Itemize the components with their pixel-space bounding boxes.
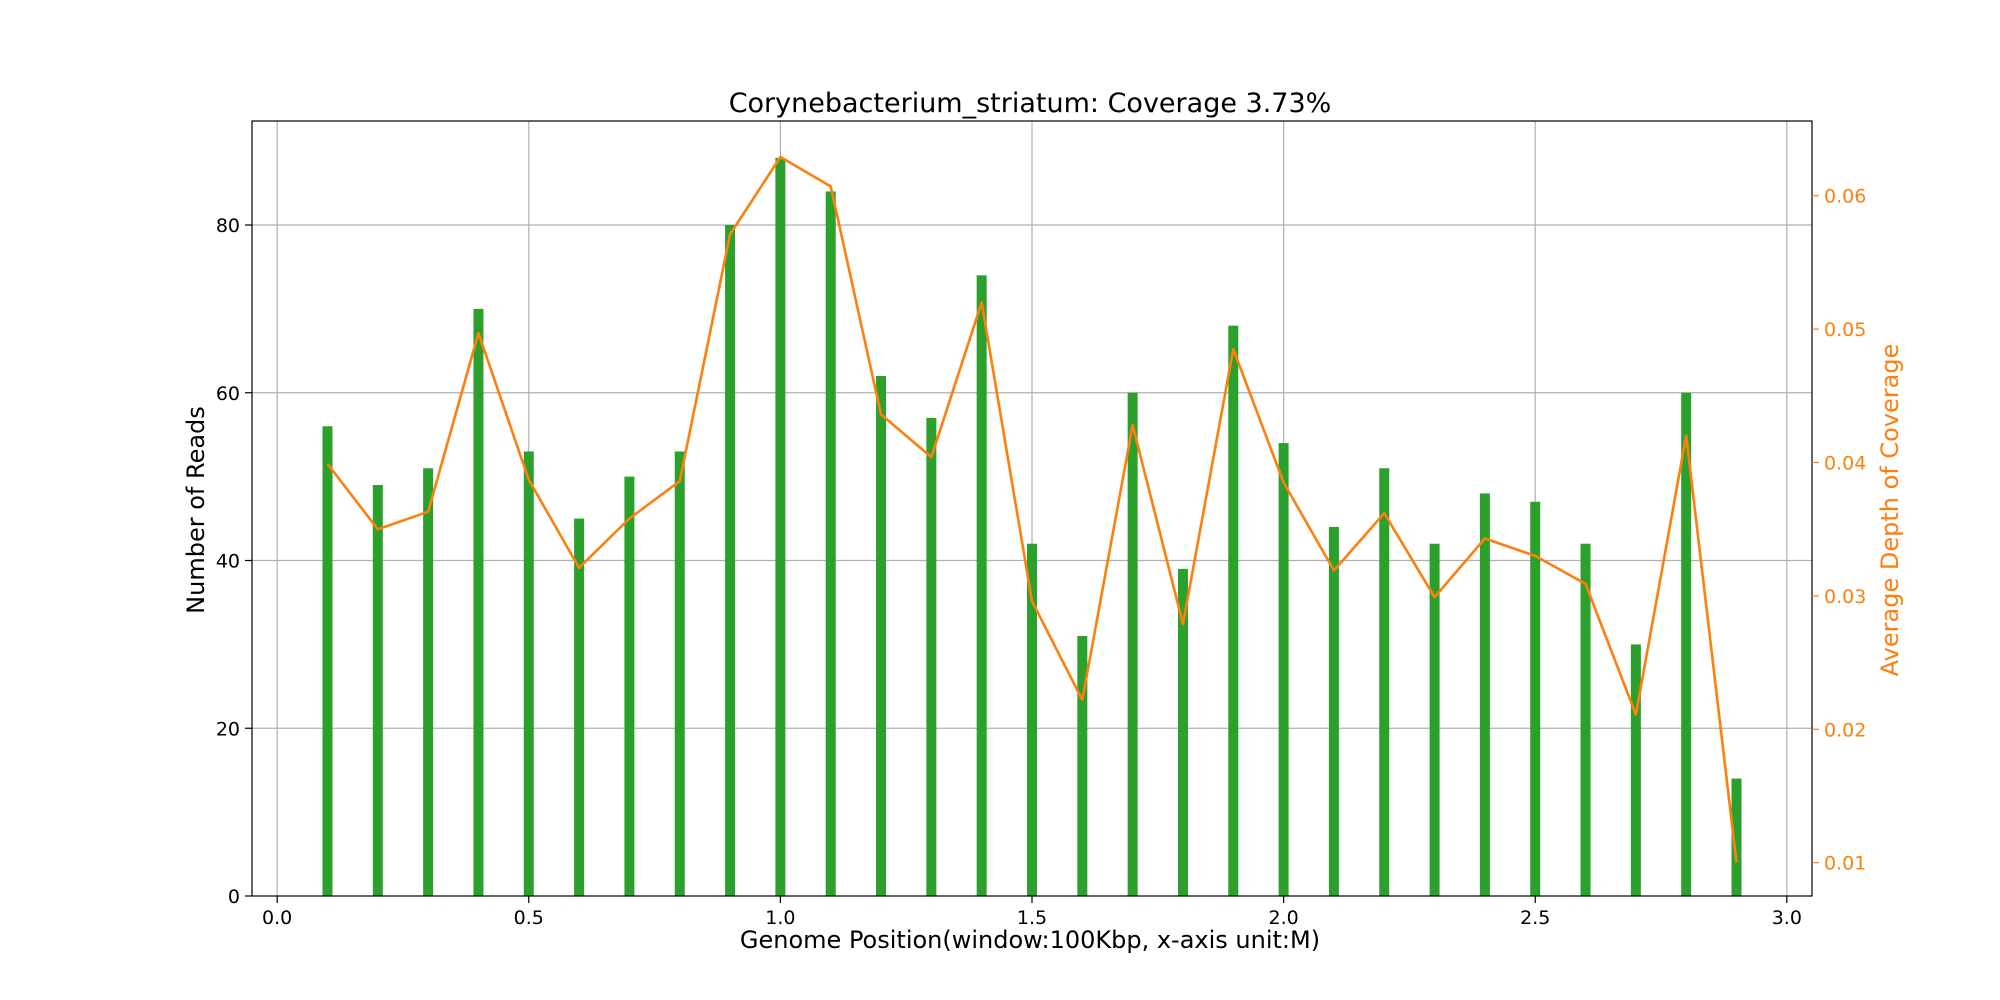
y-tick-label: 60: [216, 383, 240, 405]
reads-bar: [926, 417, 937, 896]
reads-bar: [473, 308, 484, 896]
reads-bar: [1731, 778, 1742, 896]
y2-tick-label: 0.01: [1824, 853, 1866, 875]
reads-bar: [775, 157, 786, 896]
reads-bar: [523, 451, 534, 896]
reads-bars: [322, 157, 1742, 897]
reads-bar: [322, 426, 333, 896]
y2-tick-label: 0.03: [1824, 586, 1866, 608]
x-axis-ticks: 0.0 0.5 1.0 1.5 2.0 2.5 3.0: [262, 896, 1802, 929]
x-tick-label: 3.0: [1772, 907, 1802, 929]
y-axis-label: Number of Reads: [182, 406, 210, 614]
reads-bar: [1479, 493, 1490, 896]
reads-bar: [1328, 526, 1339, 896]
reads-bar: [1177, 568, 1188, 896]
reads-bar: [423, 468, 434, 896]
reads-bar: [1530, 501, 1541, 896]
y2-tick-label: 0.05: [1824, 319, 1866, 341]
reads-bar: [725, 225, 736, 896]
y2-tick-label: 0.06: [1824, 186, 1866, 208]
y2-tick-label: 0.04: [1824, 452, 1866, 474]
reads-bar: [1429, 543, 1440, 896]
reads-bar: [674, 451, 685, 896]
y2-axis-ticks: 0.01 0.02 0.03 0.04 0.05 0.06: [1812, 186, 1866, 875]
reads-bar: [624, 476, 635, 896]
reads-bar: [372, 485, 383, 896]
reads-bar: [1127, 392, 1138, 896]
reads-bar: [1278, 443, 1289, 896]
y-tick-label: 0: [228, 886, 240, 908]
reads-bar: [574, 518, 585, 896]
reads-bar: [1379, 468, 1390, 896]
y2-axis-label: Average Depth of Coverage: [1876, 344, 1904, 677]
reads-bar: [1077, 635, 1088, 896]
x-axis-label: Genome Position(window:100Kbp, x-axis un…: [740, 926, 1320, 954]
y-tick-label: 20: [216, 718, 240, 740]
reads-bar: [1681, 392, 1692, 896]
depth-line: [326, 155, 1738, 863]
reads-bar: [1630, 644, 1641, 896]
reads-bar: [1580, 543, 1591, 896]
x-tick-label: 2.0: [1269, 907, 1299, 929]
x-tick-label: 1.5: [1017, 907, 1047, 929]
reads-bar: [876, 375, 887, 896]
x-tick-label: 2.5: [1520, 907, 1550, 929]
chart-title: Corynebacterium_striatum: Coverage 3.73%: [729, 88, 1332, 119]
y2-tick-label: 0.02: [1824, 719, 1866, 741]
depth-line-path: [326, 155, 1738, 863]
y-tick-label: 80: [216, 215, 240, 237]
x-tick-label: 1.0: [765, 907, 795, 929]
reads-bar: [1228, 325, 1239, 896]
y-axis-ticks: 0 20 40 60 80: [216, 215, 252, 908]
reads-bar: [1027, 543, 1037, 896]
reads-bar: [976, 275, 987, 897]
reads-bar: [825, 191, 836, 897]
x-tick-label: 0.5: [514, 907, 544, 929]
x-tick-label: 0.0: [262, 907, 292, 929]
y-tick-label: 40: [216, 551, 240, 573]
